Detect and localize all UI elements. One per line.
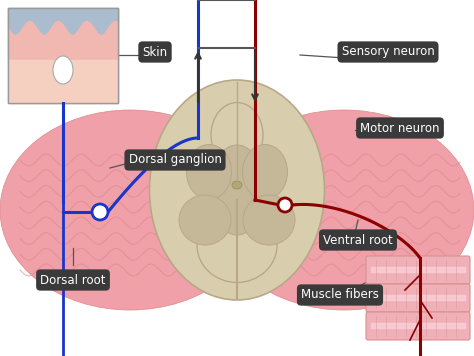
Ellipse shape	[211, 103, 263, 168]
Text: Muscle fibers: Muscle fibers	[301, 288, 379, 302]
FancyBboxPatch shape	[366, 256, 470, 284]
Circle shape	[278, 198, 292, 212]
Text: Skin: Skin	[143, 46, 168, 58]
Text: Sensory neuron: Sensory neuron	[342, 46, 434, 58]
Text: Dorsal ganglion: Dorsal ganglion	[128, 153, 221, 167]
Ellipse shape	[0, 110, 260, 310]
Ellipse shape	[243, 145, 288, 199]
Text: Motor neuron: Motor neuron	[360, 121, 440, 135]
Ellipse shape	[232, 181, 242, 189]
Circle shape	[92, 204, 108, 220]
FancyBboxPatch shape	[366, 312, 470, 340]
FancyBboxPatch shape	[8, 8, 118, 103]
Text: Dorsal root: Dorsal root	[40, 273, 106, 287]
Ellipse shape	[197, 208, 277, 283]
Ellipse shape	[179, 195, 231, 245]
Ellipse shape	[210, 145, 264, 235]
Ellipse shape	[149, 80, 325, 300]
Ellipse shape	[243, 195, 295, 245]
Ellipse shape	[214, 110, 474, 310]
Ellipse shape	[186, 145, 231, 199]
Ellipse shape	[53, 56, 73, 84]
FancyBboxPatch shape	[366, 284, 470, 312]
Text: Ventral root: Ventral root	[323, 234, 393, 246]
